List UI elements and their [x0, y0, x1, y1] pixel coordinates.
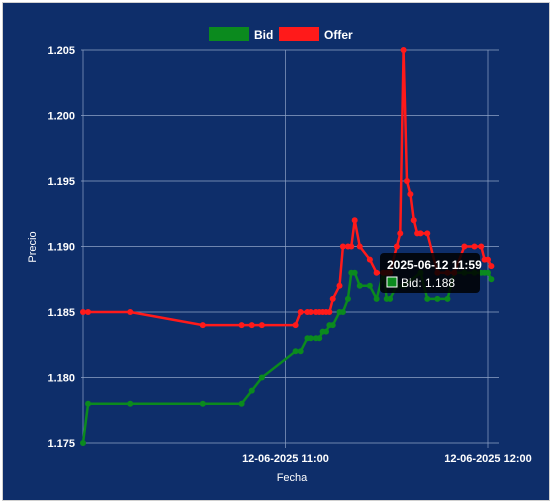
y-tick-label: 1.200 [47, 111, 75, 123]
data-point-bid [297, 348, 304, 355]
data-point-bid [339, 309, 346, 315]
data-point-bid [424, 295, 431, 302]
data-point-offer [297, 309, 304, 315]
data-point-bid [329, 322, 336, 329]
legend-swatch-bid[interactable] [209, 27, 249, 41]
x-tick-label: 12-06-2025 12:00 [444, 453, 531, 465]
data-point-offer [199, 322, 206, 329]
tooltip-title: 2025-06-12 11:59 [387, 258, 482, 272]
data-point-offer [478, 243, 485, 250]
data-point-offer [424, 230, 431, 237]
y-axis-ticks: 1.175 1.180 1.185 1.190 1.195 1.200 1.205 [47, 45, 75, 450]
data-point-bid [199, 400, 206, 407]
tooltip-swatch [386, 276, 398, 288]
data-point-bid [444, 295, 451, 302]
data-point-offer [326, 309, 333, 315]
data-point-offer [417, 230, 424, 237]
data-point-offer [393, 243, 400, 250]
data-point-bid [127, 400, 134, 407]
tooltip-body: Bid: 1.188 [401, 276, 455, 290]
y-tick-label: 1.205 [47, 45, 75, 57]
data-point-bid [387, 295, 394, 302]
data-point-offer [85, 309, 92, 315]
data-point-offer [407, 191, 414, 198]
legend-swatch-offer[interactable] [279, 27, 319, 41]
data-point-offer [404, 178, 410, 184]
data-point-bid [356, 282, 363, 289]
y-tick-label: 1.175 [47, 438, 75, 450]
y-tick-label: 1.180 [47, 373, 75, 385]
x-axis-title: Fecha [277, 472, 308, 484]
data-point-bid [344, 295, 351, 302]
grid-lines [81, 49, 499, 448]
data-point-offer [307, 309, 314, 315]
legend[interactable]: Bid Offer [209, 27, 353, 42]
data-point-offer [80, 309, 86, 315]
y-tick-label: 1.185 [47, 307, 75, 319]
y-tick-label: 1.190 [47, 242, 75, 254]
data-point-offer [373, 269, 380, 276]
data-point-offer [292, 322, 299, 329]
data-point-offer [397, 230, 404, 237]
data-point-bid [485, 269, 491, 276]
price-chart: 1.175 1.180 1.185 1.190 1.195 1.200 1.205 12-0… [27, 27, 532, 484]
data-point-offer [356, 243, 363, 250]
x-tick-label: 12-06-2025 11:00 [242, 453, 329, 465]
data-point-offer [488, 263, 495, 270]
data-point-offer [329, 295, 336, 302]
data-point-bid [373, 295, 380, 302]
data-point-bid [351, 269, 358, 276]
data-point-offer [336, 282, 343, 289]
data-point-bid [85, 400, 92, 407]
data-point-offer [348, 243, 355, 250]
data-point-offer [410, 217, 417, 224]
y-axis-title: Precio [27, 231, 39, 262]
data-point-bid [488, 276, 495, 283]
data-point-offer [471, 243, 478, 250]
data-point-bid [248, 387, 255, 394]
data-point-bid [434, 295, 441, 302]
data-point-offer [461, 243, 468, 250]
data-point-bid [366, 282, 373, 289]
tooltip: 2025-06-12 11:59 Bid: 1.188 [380, 253, 482, 293]
data-point-offer [400, 47, 407, 53]
y-tick-label: 1.195 [47, 176, 75, 188]
data-point-offer [351, 217, 358, 224]
data-point-offer [339, 243, 346, 250]
legend-label-bid[interactable]: Bid [254, 28, 273, 42]
data-point-bid [316, 335, 323, 342]
x-axis-ticks: 12-06-2025 11:00 12-06-2025 12:00 [242, 453, 532, 465]
data-point-offer [238, 322, 245, 329]
legend-label-offer[interactable]: Offer [324, 28, 353, 42]
data-point-bid [307, 335, 314, 342]
data-point-offer [258, 322, 265, 329]
data-point-bid [323, 328, 329, 335]
data-point-offer [485, 256, 491, 263]
data-point-offer [127, 309, 134, 315]
data-point-offer [366, 256, 373, 263]
data-point-bid [292, 348, 299, 355]
data-point-offer [248, 322, 255, 329]
tooltip-box [380, 253, 480, 293]
data-point-bid [80, 440, 86, 446]
data-point-bid [238, 400, 245, 407]
data-point-bid [258, 374, 265, 381]
